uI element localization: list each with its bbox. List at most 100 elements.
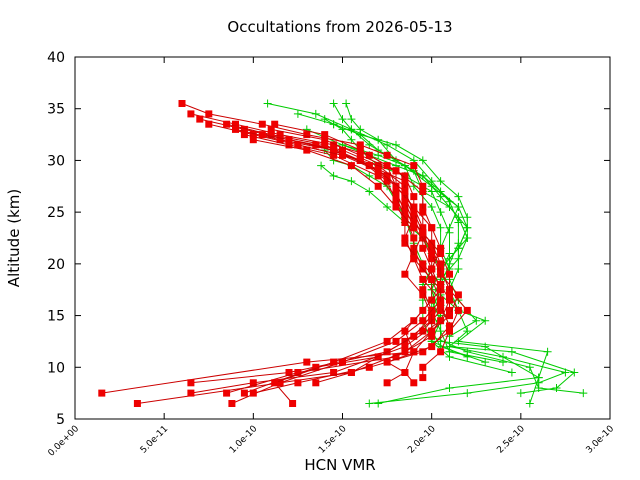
data-point-square: [258, 131, 266, 139]
series-red-12: [294, 141, 462, 382]
data-point-square: [312, 141, 320, 149]
data-point-square: [374, 182, 382, 190]
data-point-square: [437, 348, 445, 356]
y-tick-label: 30: [47, 153, 65, 169]
data-point-plus: [347, 125, 356, 134]
data-point-square: [312, 363, 320, 371]
data-point-plus: [365, 140, 374, 149]
data-point-square: [437, 306, 445, 314]
data-point-square: [228, 400, 236, 407]
data-point-square: [437, 244, 445, 252]
data-point-square: [303, 131, 311, 139]
data-point-plus: [525, 399, 534, 408]
y-tick-label: 5: [56, 412, 65, 428]
y-tick-label: 10: [47, 360, 65, 376]
data-point-plus: [436, 177, 445, 186]
data-point-plus: [427, 203, 436, 211]
data-point-square: [410, 162, 418, 170]
data-point-plus: [342, 99, 351, 108]
data-point-square: [365, 363, 373, 371]
data-point-square: [437, 250, 445, 257]
data-point-square: [410, 379, 418, 387]
data-point-square: [312, 379, 320, 387]
data-point-square: [392, 188, 400, 195]
data-point-square: [223, 120, 231, 128]
data-point-square: [401, 234, 409, 242]
data-point-square: [240, 125, 248, 133]
data-point-square: [419, 275, 427, 283]
data-point-square: [321, 141, 329, 149]
data-point-square: [401, 270, 409, 278]
data-point-square: [392, 167, 400, 175]
data-point-plus: [481, 358, 490, 367]
series-line: [333, 103, 584, 394]
data-point-plus: [507, 368, 516, 377]
data-point-square: [428, 275, 436, 283]
data-point-square: [271, 120, 279, 128]
data-point-square: [428, 265, 436, 273]
data-point-square: [223, 389, 231, 397]
data-point-square: [383, 177, 391, 185]
data-point-square: [401, 203, 409, 211]
data-point-square: [401, 327, 409, 335]
data-point-plus: [374, 151, 383, 160]
data-point-square: [383, 358, 391, 366]
data-point-square: [428, 244, 436, 252]
data-point-plus: [427, 187, 436, 196]
data-point-square: [392, 193, 400, 201]
data-point-square: [419, 286, 427, 294]
data-point-square: [392, 353, 400, 361]
data-point-plus: [329, 171, 338, 180]
data-point-plus: [365, 171, 374, 180]
data-point-square: [454, 306, 462, 314]
y-tick-label: 35: [47, 102, 65, 118]
data-point-plus: [317, 161, 326, 170]
x-axis-label: HCN VMR: [304, 456, 375, 474]
data-point-plus: [436, 327, 445, 336]
data-point-square: [356, 156, 364, 164]
series-red-9: [267, 125, 462, 387]
data-point-plus: [463, 389, 472, 398]
data-point-square: [392, 182, 400, 190]
data-point-square: [401, 348, 409, 356]
data-point-square: [303, 358, 311, 366]
data-point-plus: [445, 384, 454, 392]
data-point-square: [347, 369, 355, 376]
data-point-square: [419, 317, 427, 325]
data-point-plus: [347, 135, 356, 144]
data-point-square: [258, 120, 266, 128]
data-point-square: [294, 141, 302, 149]
data-point-plus: [543, 347, 552, 356]
y-tick-label: 20: [47, 257, 65, 273]
data-point-plus: [445, 254, 454, 263]
data-point-square: [410, 332, 418, 340]
data-point-square: [356, 146, 364, 154]
data-point-plus: [263, 99, 272, 108]
data-point-square: [401, 219, 409, 226]
data-point-square: [410, 193, 418, 201]
data-point-square: [437, 301, 445, 309]
data-point-square: [294, 379, 302, 387]
series-line: [345, 103, 541, 404]
data-point-square: [294, 369, 302, 376]
data-point-square: [285, 141, 293, 149]
data-point-square: [289, 400, 297, 407]
data-point-square: [339, 146, 346, 154]
data-point-square: [410, 348, 418, 356]
data-point-square: [330, 369, 338, 376]
data-point-square: [463, 306, 471, 314]
data-point-square: [401, 188, 409, 195]
data-point-plus: [454, 254, 463, 263]
data-point-square: [232, 125, 239, 133]
data-point-square: [392, 337, 400, 345]
data-point-plus: [311, 109, 320, 118]
data-point-square: [249, 131, 257, 139]
data-point-square: [356, 151, 364, 159]
data-point-square: [383, 172, 391, 180]
data-point-plus: [365, 187, 374, 196]
data-point-plus: [293, 109, 302, 118]
data-point-square: [446, 327, 453, 335]
data-point-plus: [454, 192, 463, 201]
data-point-square: [330, 151, 338, 159]
